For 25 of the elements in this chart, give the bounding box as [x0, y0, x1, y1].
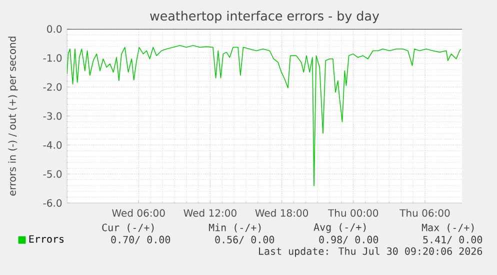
- text: 0.56/ 0.00: [215, 236, 274, 244]
- text: 5.41/ 0.00: [423, 236, 482, 244]
- text: 0.70/ 0.00: [111, 236, 170, 244]
- line-series: [67, 45, 462, 186]
- text: Avg (-/+): [314, 223, 366, 233]
- x-tick-label: Wed 06:00: [112, 209, 165, 217]
- text: Min (-/+): [208, 224, 261, 232]
- text: Max (-/+): [422, 224, 474, 232]
- y-tick-label: -6.0: [43, 199, 62, 207]
- text: 0.98/ 0.00: [319, 236, 378, 244]
- chart-title: weathertop interface errors - by day: [150, 10, 380, 24]
- y-tick-label: -5.0: [43, 170, 62, 178]
- y-axis-title: errors in (-) / out (+) per second: [8, 36, 18, 196]
- x-tick-label: Wed 12:00: [184, 209, 236, 217]
- text: Cur (-/+): [102, 224, 154, 232]
- text: Last update: Thu Jul 30 09:20:06 2026: [259, 247, 482, 257]
- legend-label: Errors: [29, 235, 64, 243]
- x-tick-label: Thu 06:00: [400, 209, 450, 217]
- x-tick-label: Wed 18:00: [255, 209, 308, 217]
- x-tick-label: Thu 00:00: [328, 209, 378, 217]
- y-tick-label: -4.0: [43, 141, 62, 149]
- y-tick-label: -1.0: [43, 54, 62, 62]
- y-tick-label: -3.0: [43, 112, 62, 120]
- y-tick-label: 0.0: [47, 25, 62, 33]
- y-tick-label: -2.0: [43, 83, 62, 91]
